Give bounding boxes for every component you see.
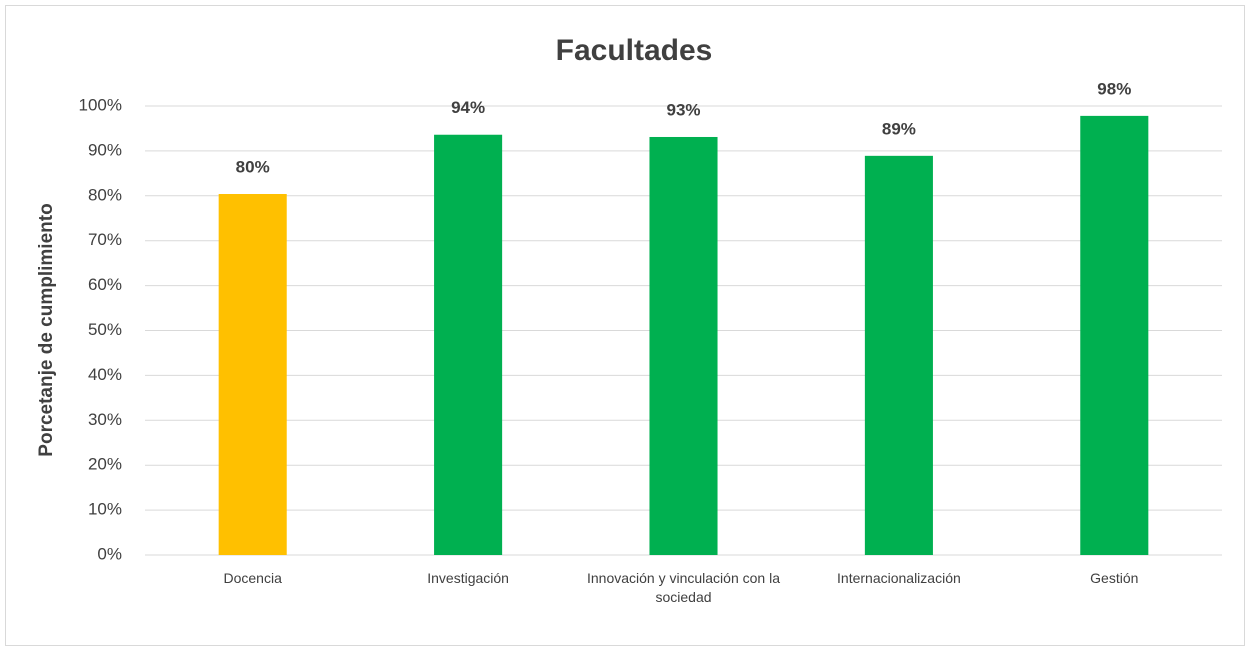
chart-title: Facultades [556,34,713,67]
y-tick-label: 70% [88,230,122,249]
x-tick-label: Gestión [1090,570,1139,586]
y-tick-label: 20% [88,455,122,474]
x-tick-label: Investigación [427,570,509,586]
bar [649,136,718,555]
data-label: 93% [666,100,700,119]
x-tick-label: Docencia [223,570,282,586]
bar [864,155,933,556]
data-label: 98% [1097,79,1131,98]
y-tick-label: 40% [88,365,122,384]
data-label: 80% [236,157,270,176]
y-tick-label: 90% [88,140,122,159]
x-tick-label: Internacionalización [837,570,961,586]
chart-border [5,5,1245,646]
y-tick-label: 60% [88,275,122,294]
y-tick-label: 80% [88,185,122,204]
data-label: 94% [451,98,485,117]
bar [434,134,503,555]
y-tick-label: 100% [79,95,122,114]
y-axis-label: Porcetanje de cumplimiento [36,203,57,456]
y-tick-label: 30% [88,410,122,429]
y-tick-label: 0% [97,544,122,563]
data-label: 89% [882,119,916,138]
bar [1080,115,1149,556]
y-tick-label: 10% [88,500,122,519]
bar [218,194,287,555]
y-tick-label: 50% [88,320,122,339]
x-tick-label: Innovación y vinculación con la sociedad [586,570,780,605]
